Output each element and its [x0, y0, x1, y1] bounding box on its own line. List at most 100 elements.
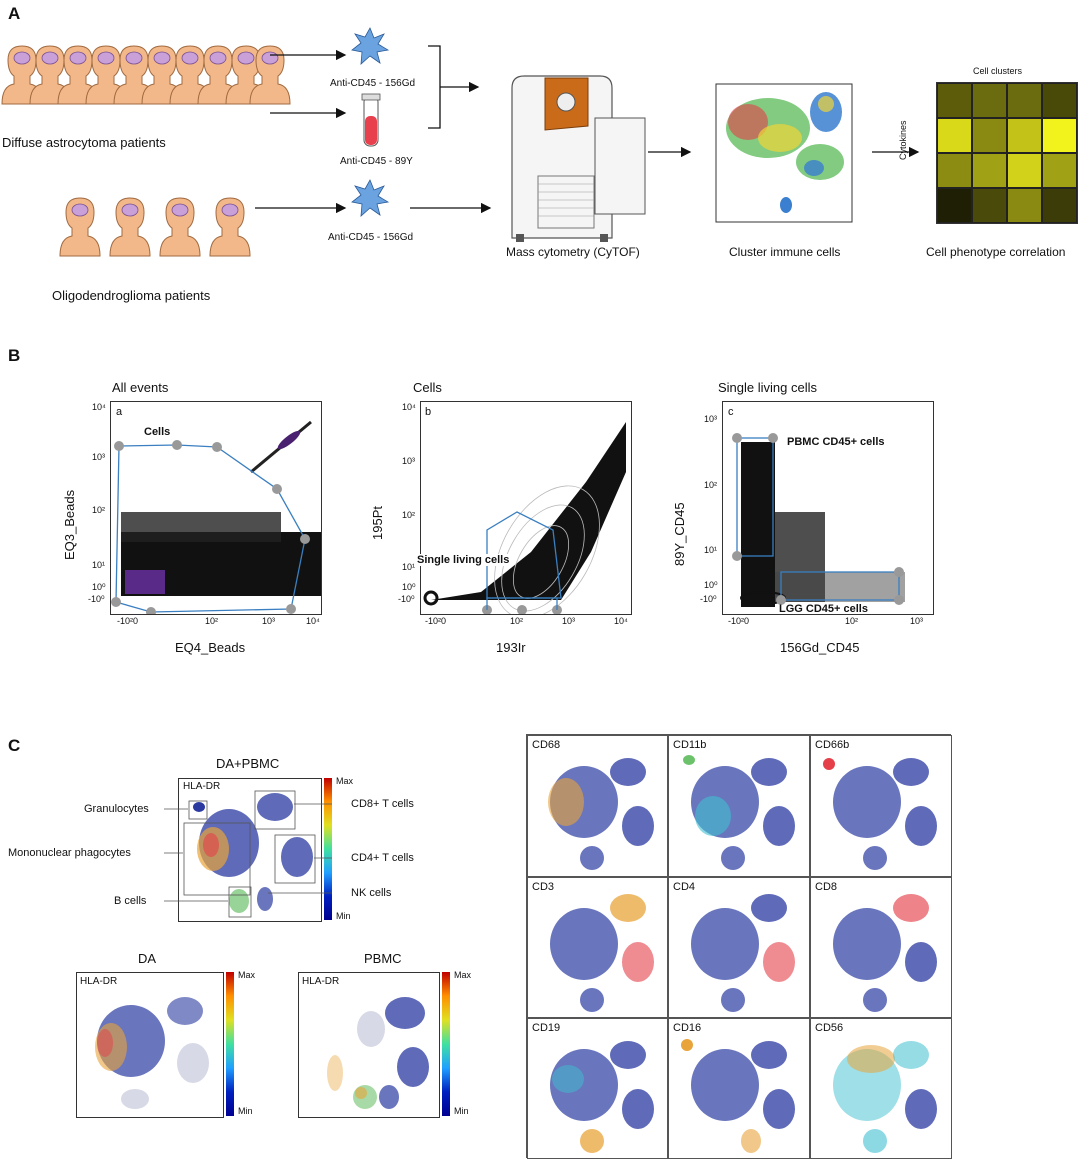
- heatmap-cell: [1007, 118, 1042, 153]
- cluster-label: Cluster immune cells: [729, 245, 841, 259]
- plot-a-xtick-2: 10²: [205, 616, 219, 626]
- plot-a-xlabel: EQ4_Beads: [175, 640, 246, 655]
- heatmap-cell: [1042, 188, 1077, 223]
- plot-a-frame: [110, 401, 322, 615]
- plot-b-ylabel: 195Pt: [370, 506, 385, 540]
- heatmap-cell: [937, 83, 972, 118]
- antibody-icon-1: [351, 27, 390, 65]
- main-tsne-frame: [178, 778, 322, 922]
- plot-a-ylabel: EQ3_Beads: [62, 489, 77, 560]
- da-colorbar-min: Min: [238, 1106, 253, 1116]
- plot-c-ytick-3: 10¹: [704, 545, 718, 555]
- population-cd8: CD8+ T cells: [351, 798, 414, 810]
- oligo-patients-label: Oligodendroglioma patients: [52, 288, 211, 303]
- main-colorbar-max: Max: [336, 776, 354, 786]
- heatmap-cell: [1007, 153, 1042, 188]
- plot-c-ytick-4: 10²: [704, 480, 718, 490]
- population-cd4: CD4+ T cells: [351, 852, 414, 864]
- plot-a-xtick-1: -10²0: [117, 616, 139, 626]
- pbmc-colorbar: [442, 972, 450, 1116]
- pbmc-colorbar-min: Min: [454, 1106, 469, 1116]
- plot-b-xlabel: 193Ir: [496, 640, 526, 655]
- plot-a-xtick-3: 10³: [262, 616, 276, 626]
- plot-a-gate-label: Cells: [144, 426, 171, 438]
- plot-c-xlabel: 156Gd_CD45: [780, 640, 860, 655]
- heatmap-cell: [972, 153, 1007, 188]
- main-colorbar: [324, 778, 332, 920]
- marker-cell-cd19: CD19: [527, 1018, 668, 1159]
- plot-b-ytick-6: 10⁴: [402, 402, 416, 412]
- panel-b-letter: B: [8, 346, 21, 365]
- cluster-blobs-icon: [726, 92, 844, 213]
- plot-c-xtick-1: -10²0: [728, 616, 750, 626]
- plot-a-ytick-6: 10⁴: [92, 402, 106, 412]
- main-colorbar-min: Min: [336, 911, 351, 921]
- heatmap-cell: [937, 118, 972, 153]
- plot-c-gate2-label: LGG CD45+ cells: [779, 603, 868, 615]
- plot-c-ylabel: 89Y_CD45: [672, 502, 687, 566]
- heatmap-cell: [937, 188, 972, 223]
- plot-c-ytick-5: 10³: [704, 414, 718, 424]
- plot-b-title: Cells: [413, 380, 442, 395]
- plot-b-ytick-5: 10³: [402, 456, 416, 466]
- plot-c-ytick-1: -10⁰: [700, 594, 717, 604]
- plot-b-frame: [420, 401, 632, 615]
- reagent2-label: Anti-CD45 - 89Y: [340, 156, 413, 167]
- heatmap-cell: [972, 118, 1007, 153]
- marker-label-cd8: CD8: [815, 881, 838, 893]
- heatmap-cell: [937, 153, 972, 188]
- marker-label-cd56: CD56: [815, 1022, 844, 1034]
- panel-a-graphics: [1, 27, 920, 257]
- da-tsne-canvas: [95, 997, 209, 1109]
- pbmc-tsne-frame: [298, 972, 440, 1118]
- reagent1-label: Anti-CD45 - 156Gd: [330, 78, 416, 89]
- phenotype-heatmap: [936, 82, 1078, 224]
- heatmap-cell: [1007, 188, 1042, 223]
- heatmap-cell: [1042, 118, 1077, 153]
- population-nk: NK cells: [351, 887, 392, 899]
- main-tsne-marker: HLA-DR: [183, 781, 221, 792]
- plot-c-letter: c: [728, 406, 734, 418]
- plot-a-canvas: [111, 420, 321, 614]
- pbmc-tsne-canvas: [327, 997, 429, 1109]
- da-tsne-title: DA: [138, 951, 157, 966]
- da-colorbar: [226, 972, 234, 1116]
- marker-cell-cd66b: CD66b: [810, 735, 952, 877]
- plot-b-gate-label: Single living cells: [417, 554, 510, 566]
- plot-a-title: All events: [112, 380, 169, 395]
- da-patients-label: Diffuse astrocytoma patients: [2, 135, 166, 150]
- marker-cell-cd8: CD8: [810, 877, 952, 1018]
- heatmap-cell: [1042, 83, 1077, 118]
- marker-label-cd19: CD19: [532, 1022, 561, 1034]
- plot-a-letter: a: [116, 406, 123, 418]
- panel-a-letter: A: [8, 4, 21, 23]
- plot-b-ytick-2: 10⁰: [402, 582, 416, 592]
- pbmc-tsne-marker: HLA-DR: [302, 976, 340, 987]
- da-patients-icons: [1, 45, 291, 105]
- heatmap-ylabel: Cytokines: [898, 120, 908, 160]
- marker-cell-cd16: CD16: [668, 1018, 810, 1159]
- plot-a-ytick-5: 10³: [92, 452, 106, 462]
- plot-a-ytick-4: 10²: [92, 505, 106, 515]
- plot-c-frame: [722, 401, 934, 615]
- da-tsne-frame: [76, 972, 224, 1118]
- population-mononuclear: Mononuclear phagocytes: [8, 847, 131, 859]
- heatmap-cell: [1042, 153, 1077, 188]
- marker-cell-cd3: CD3: [527, 877, 668, 1018]
- plot-b-ytick-3: 10¹: [402, 562, 416, 572]
- pbmc-tsne-title: PBMC: [364, 951, 402, 966]
- cytof-machine-icon: [511, 75, 646, 242]
- marker-cell-cd56: CD56: [810, 1018, 952, 1159]
- plot-a-ytick-1: -10⁰: [88, 594, 105, 604]
- heatmap-cell: [1007, 83, 1042, 118]
- plot-b-canvas: [423, 422, 626, 614]
- marker-cell-cd68: CD68: [527, 735, 668, 877]
- plot-c-ytick-2: 10⁰: [704, 580, 718, 590]
- marker-cell-cd4: CD4: [668, 877, 810, 1018]
- plot-b-ytick-4: 10²: [402, 510, 416, 520]
- plot-c-title: Single living cells: [718, 380, 817, 395]
- cytof-label: Mass cytometry (CyTOF): [506, 245, 640, 259]
- plot-b-ytick-1: -10⁰: [398, 594, 415, 604]
- plot-a-ytick-3: 10¹: [92, 560, 106, 570]
- marker-label-cd3: CD3: [532, 881, 555, 893]
